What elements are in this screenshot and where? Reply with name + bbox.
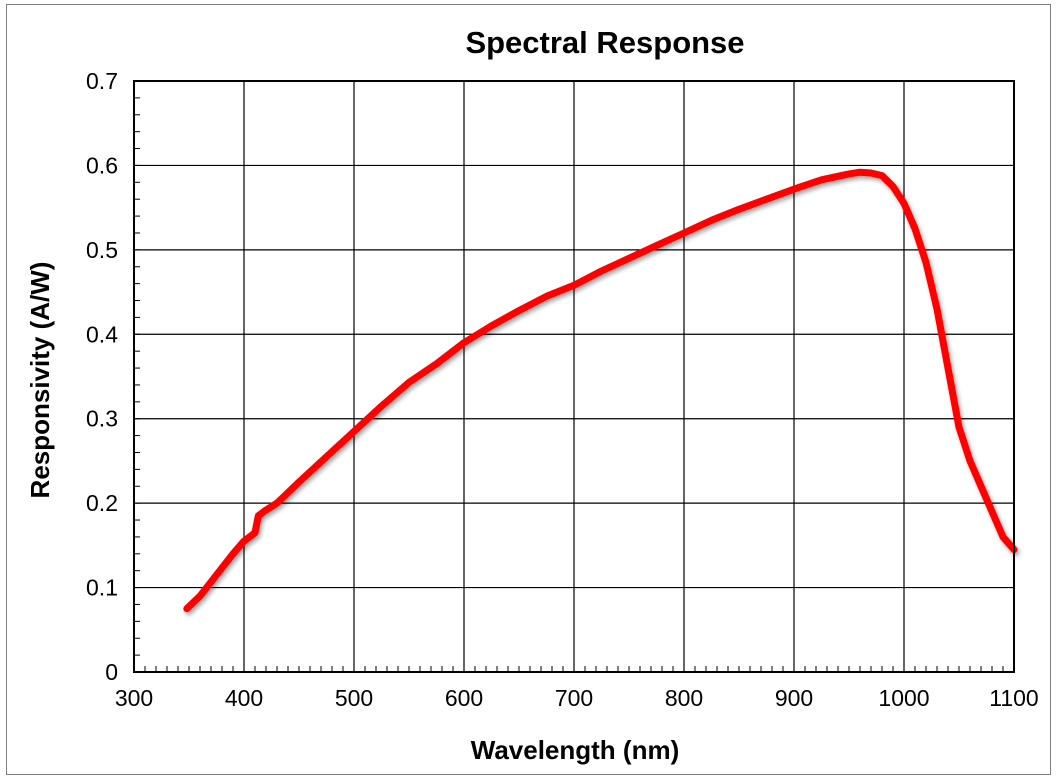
y-tick-label: 0 (105, 659, 118, 685)
y-tick-label: 0.4 (86, 321, 118, 347)
x-tick-label: 1100 (989, 685, 1038, 711)
x-tick-label: 1000 (878, 685, 929, 711)
y-axis-title: Responsivity (A/W) (25, 262, 55, 499)
series-layer (183, 168, 1018, 613)
x-axis-title: Wavelength (nm) (471, 735, 679, 765)
y-tick-label: 0.6 (86, 152, 118, 178)
y-tick-label: 0.7 (86, 68, 118, 94)
chart-svg: Spectral Response 300 400 500 600 700 800 900 1… (25, 25, 1039, 765)
y-tick-labels: 0 0.1 0.2 0.3 0.4 0.5 0.6 0.7 (86, 68, 118, 685)
y-tick-label: 0.5 (86, 237, 118, 263)
x-tick-label: 500 (335, 685, 373, 711)
y-tick-label: 0.1 (86, 575, 118, 601)
plot-area-border (133, 80, 1015, 673)
chart-title: Spectral Response (465, 25, 744, 60)
x-tick-label: 900 (775, 685, 813, 711)
series-line (183, 168, 1018, 613)
x-tick-label: 400 (225, 685, 263, 711)
x-tick-label: 600 (445, 685, 483, 711)
y-tick-label: 0.3 (86, 406, 118, 432)
chart-frame: Spectral Response 300 400 500 600 700 800 900 1… (6, 4, 1051, 775)
x-tick-label: 800 (665, 685, 703, 711)
y-tick-label: 0.2 (86, 490, 118, 516)
x-tick-label: 300 (115, 685, 153, 711)
grid-layer (133, 80, 1015, 673)
x-tick-labels: 300 400 500 600 700 800 900 1000 1100 (115, 685, 1039, 711)
x-tick-label: 700 (555, 685, 593, 711)
